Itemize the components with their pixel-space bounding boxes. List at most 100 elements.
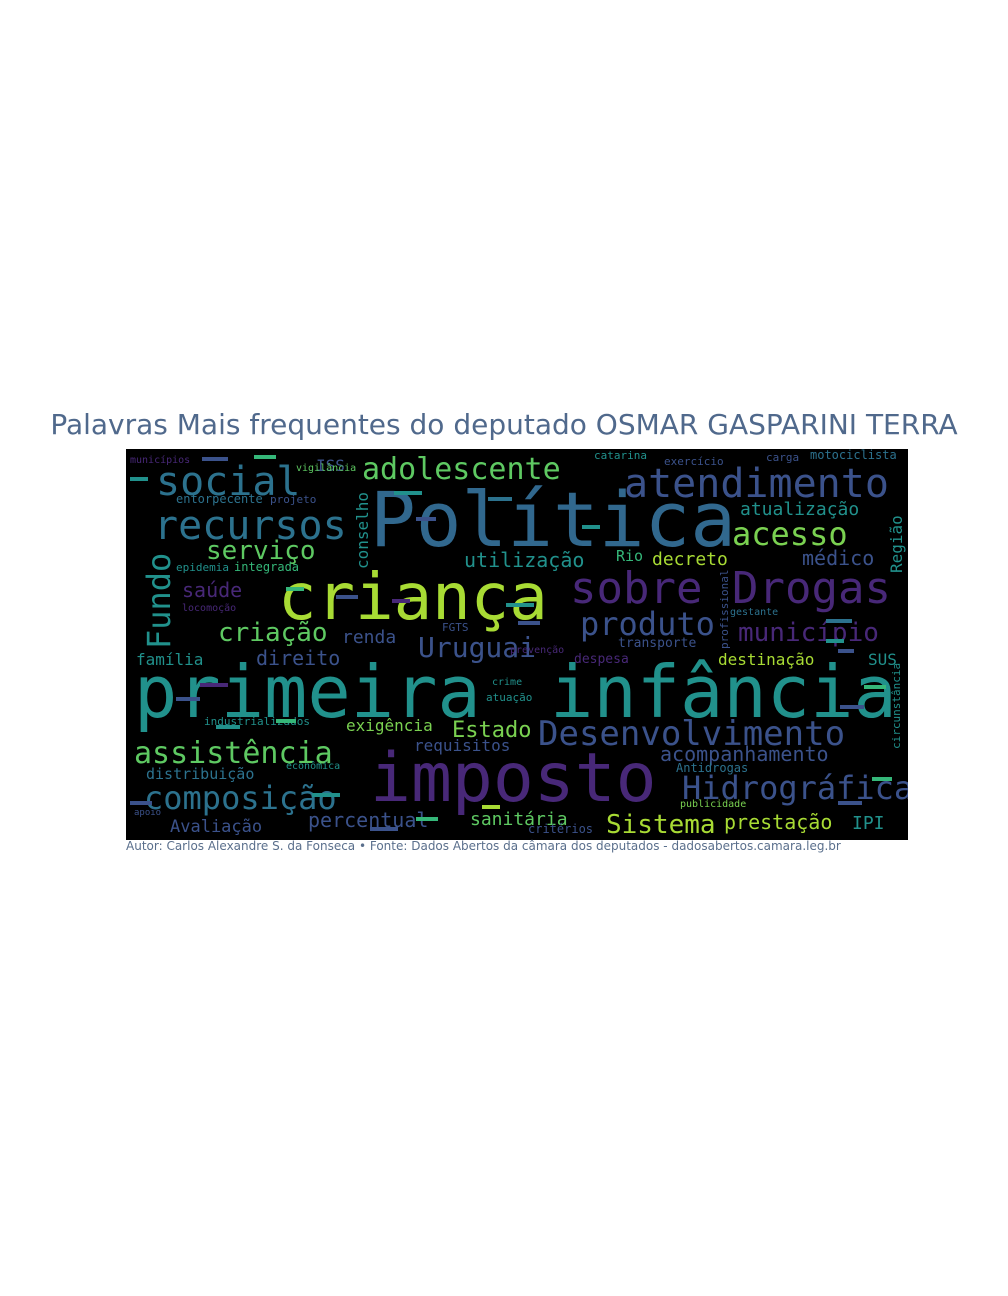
- word: social: [156, 459, 301, 505]
- word: acompanhamento: [660, 742, 829, 766]
- word: distribuição: [146, 765, 254, 783]
- filler-mark: [482, 805, 500, 809]
- filler-mark: [336, 595, 358, 599]
- word: publicidade: [680, 799, 746, 810]
- word: exercício: [664, 455, 724, 468]
- word: Estado: [452, 718, 531, 743]
- word: integrada: [234, 560, 299, 574]
- word: atualização: [740, 499, 859, 520]
- filler-mark: [416, 517, 436, 521]
- word: Antidrogas: [676, 761, 748, 775]
- filler-mark: [202, 457, 228, 461]
- word: projeto: [270, 493, 316, 506]
- filler-mark: [312, 793, 340, 797]
- word: prevenção: [510, 645, 564, 656]
- filler-mark: [286, 587, 304, 591]
- word: exigência: [346, 716, 433, 735]
- word: utilização: [464, 548, 584, 572]
- filler-mark: [130, 477, 148, 481]
- word: imposto: [370, 739, 657, 818]
- filler-mark: [872, 777, 892, 781]
- word: sanitária: [470, 809, 568, 830]
- filler-mark: [254, 455, 276, 459]
- word: conselho: [353, 492, 372, 569]
- word: entorpecente: [176, 492, 263, 506]
- word: crime: [492, 677, 522, 688]
- filler-mark: [506, 603, 534, 607]
- word: serviço: [206, 536, 316, 566]
- filler-mark: [840, 705, 864, 709]
- word: Uruguai: [418, 631, 536, 664]
- word: FGTS: [442, 621, 469, 634]
- word: gestante: [730, 607, 778, 618]
- filler-mark: [394, 491, 422, 495]
- filler-mark: [392, 599, 410, 603]
- word: IPI: [852, 813, 885, 834]
- word: Região: [887, 515, 906, 573]
- word: acesso: [732, 515, 848, 553]
- word: transporte: [618, 636, 696, 651]
- word: adolescente: [362, 452, 561, 487]
- word: circunstância: [890, 663, 903, 749]
- filler-mark: [216, 725, 240, 729]
- word: carga: [766, 451, 799, 464]
- word: requisitos: [414, 736, 510, 755]
- filler-mark: [416, 817, 438, 821]
- word: despesa: [574, 652, 629, 667]
- filler-words: [130, 455, 892, 831]
- word: prestação: [724, 810, 832, 834]
- word: municípios: [130, 454, 190, 466]
- word: catarina: [594, 449, 647, 462]
- credit-caption: Autor: Carlos Alexandre S. da Fonseca • …: [126, 839, 841, 853]
- word: saúde: [182, 578, 242, 602]
- word: Sistema: [606, 810, 716, 840]
- filler-mark: [838, 801, 862, 805]
- word: vigilância: [296, 462, 356, 474]
- word: profissional: [718, 570, 731, 649]
- word: Hidrográfica: [682, 769, 908, 807]
- word-cloud: Política primeira infância criança impos…: [126, 449, 908, 840]
- word: Avaliação: [170, 817, 262, 837]
- word: Desenvolvimento: [538, 714, 845, 754]
- word: Rio: [616, 547, 643, 565]
- filler-mark: [370, 827, 398, 831]
- word: motociclista: [810, 449, 897, 462]
- filler-mark: [488, 497, 512, 501]
- word: Fundo: [140, 553, 178, 649]
- filler-mark: [130, 801, 152, 805]
- filler-mark: [864, 685, 886, 689]
- word: família: [136, 650, 203, 669]
- word: atendimento: [624, 461, 889, 507]
- word: industrializados: [204, 715, 310, 728]
- word: decreto: [652, 549, 728, 570]
- filler-mark: [582, 525, 600, 529]
- word: infância: [550, 650, 897, 734]
- word: recursos: [154, 503, 347, 549]
- word: sobre: [570, 563, 702, 614]
- filler-mark: [200, 683, 228, 687]
- word: composição: [144, 779, 337, 817]
- filler-mark: [826, 639, 844, 643]
- word: criação: [218, 618, 328, 648]
- word: SUS: [868, 650, 897, 669]
- chart-title: Palavras Mais frequentes do deputado OSM…: [50, 408, 958, 441]
- word: apoio: [134, 808, 161, 818]
- filler-mark: [838, 649, 854, 653]
- word: criança: [278, 561, 548, 635]
- word: destinação: [718, 650, 814, 669]
- word: econômica: [286, 760, 340, 772]
- word: locomoção: [182, 603, 236, 614]
- word: produto: [580, 605, 715, 643]
- word: município: [738, 618, 879, 648]
- filler-mark: [826, 619, 852, 623]
- word: Drogas: [732, 563, 891, 614]
- word: direito: [256, 646, 340, 670]
- filler-mark: [176, 697, 200, 701]
- word: percentual: [308, 808, 428, 832]
- word: ISS: [316, 456, 345, 475]
- filler-mark: [518, 621, 540, 625]
- filler-mark: [276, 719, 296, 723]
- word-cloud-canvas: Política primeira infância criança impos…: [130, 449, 908, 840]
- word: assistência: [134, 736, 333, 771]
- word: médico: [802, 546, 874, 570]
